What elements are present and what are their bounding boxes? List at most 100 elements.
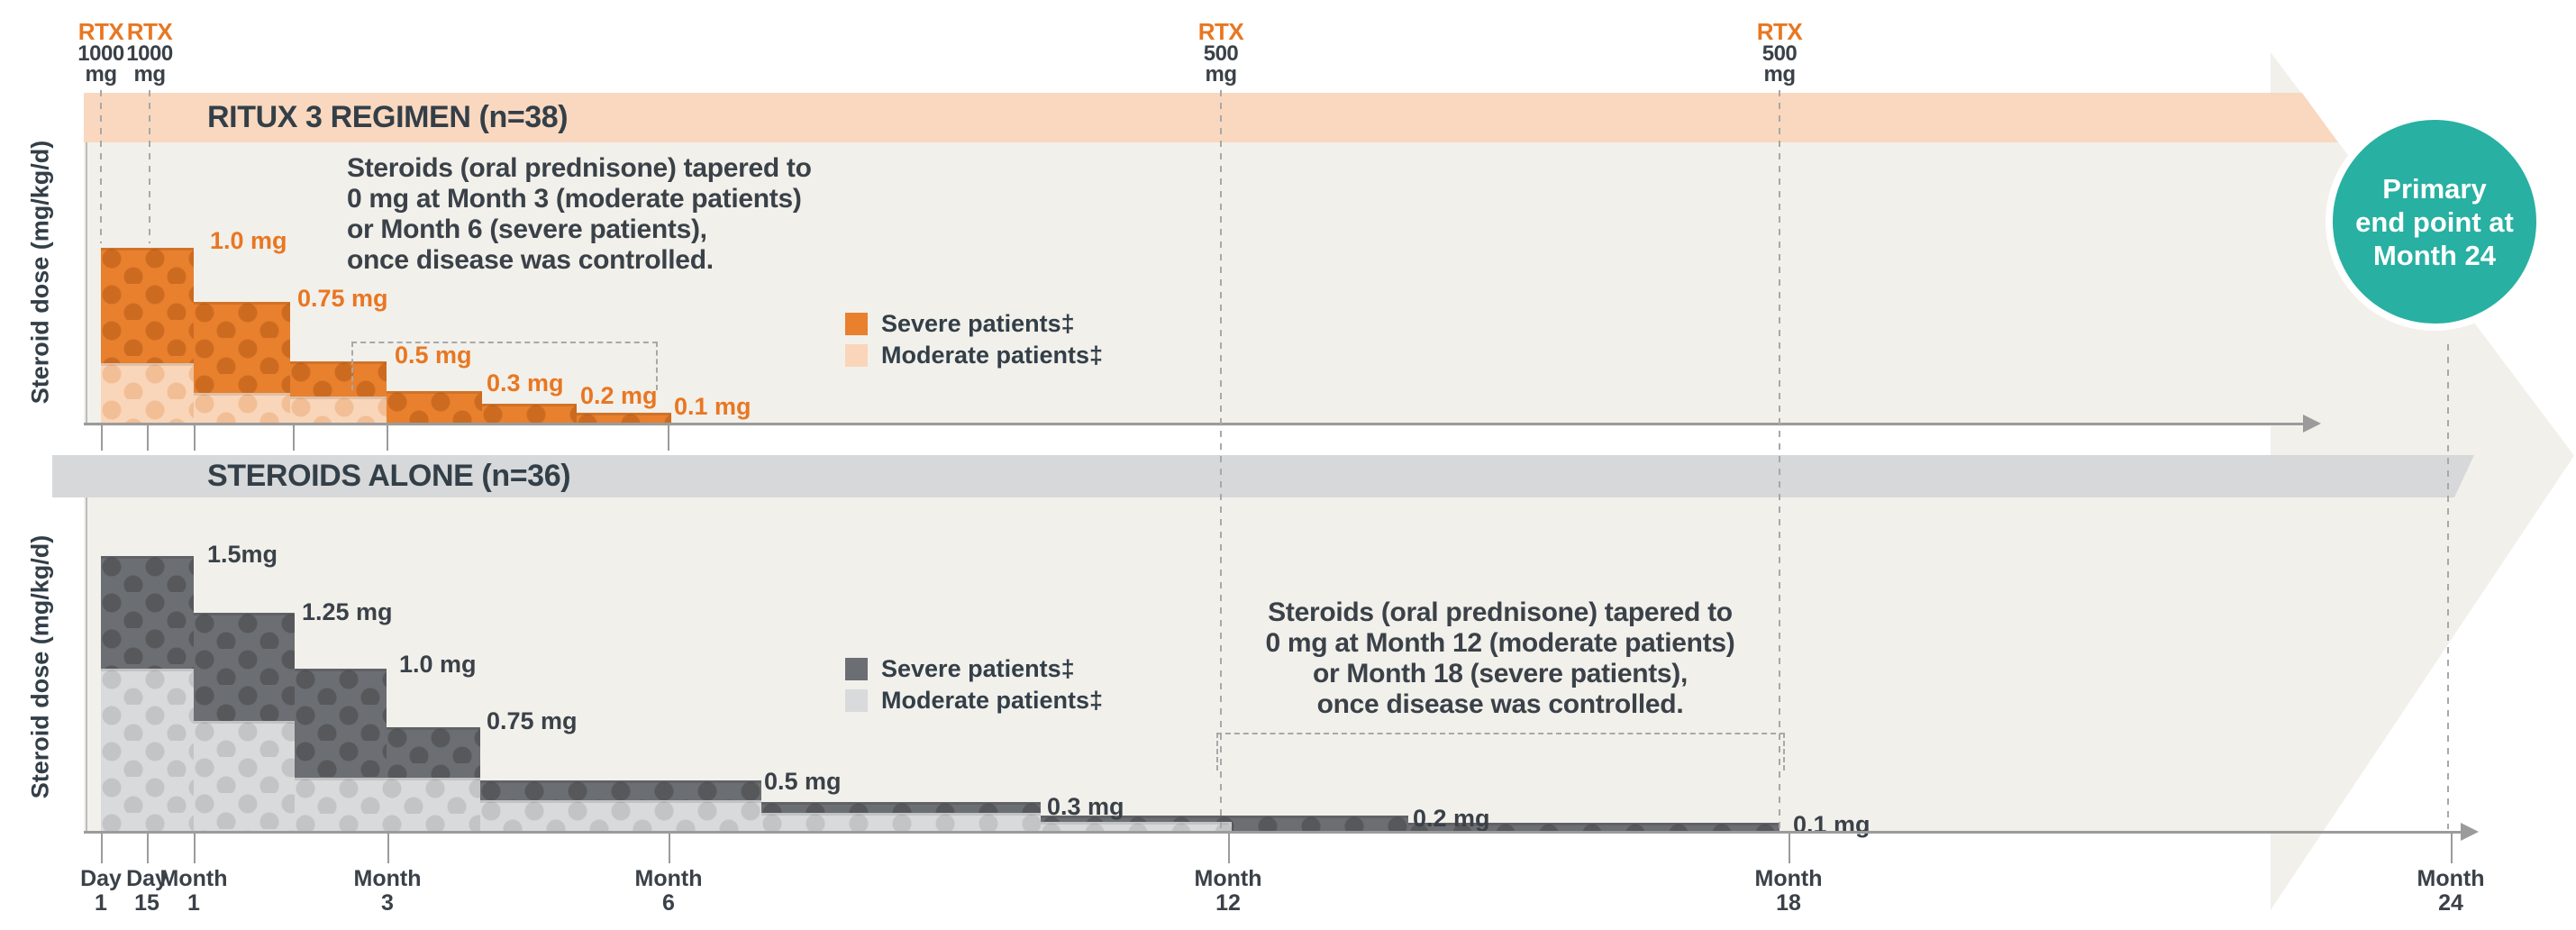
dose-step-severe <box>577 413 671 424</box>
dose-step-moderate <box>101 363 194 424</box>
legend-item-moderate-top: Moderate patients‡ <box>845 342 1103 369</box>
dose-label: 0.75 mg <box>297 285 388 312</box>
endpoint-line: Primary <box>2382 172 2487 205</box>
legend-label: Moderate patients‡ <box>881 342 1104 369</box>
dose-label: 0.1 mg <box>1793 811 1871 838</box>
legend-item-moderate-bottom: Moderate patients‡ <box>845 687 1103 715</box>
taper-note-ritux: Steroids (oral prednisone) tapered to 0 … <box>347 153 812 276</box>
timeline-label: Day 1 <box>80 866 122 916</box>
axis-tick <box>1789 834 1790 863</box>
dose-step-moderate <box>761 813 1041 832</box>
x-axis-arrowhead-icon <box>2461 823 2479 841</box>
x-axis <box>84 831 2464 834</box>
x-axis <box>84 423 2307 425</box>
legend-item-severe-top: Severe patients‡ <box>845 310 1075 338</box>
timeline-label: Month 6 <box>634 866 703 916</box>
legend-label: Severe patients‡ <box>881 655 1075 682</box>
axis-tick <box>668 425 669 451</box>
ritux-panel-background <box>84 93 2271 426</box>
dose-step-moderate <box>194 721 295 832</box>
endpoint-line: end point at <box>2355 205 2514 238</box>
rtx-infusion-dashline <box>1220 90 1222 829</box>
taper-note-line: 0 mg at Month 12 (moderate patients) <box>1265 628 1735 658</box>
axis-tick <box>101 425 103 451</box>
rtx-infusion-marker: RTX 1000 mg <box>126 18 173 87</box>
legend-swatch-severe-icon <box>845 313 868 335</box>
dose-label: 1.0 mg <box>399 651 477 678</box>
dose-step-moderate <box>101 669 194 832</box>
dose-step-moderate <box>480 800 761 832</box>
rtx-infusion-marker: RTX 1000 mg <box>77 18 124 87</box>
y-axis-line-top <box>86 142 87 424</box>
taper-note-line: once disease was controlled. <box>1316 689 1684 719</box>
legend-swatch-moderate-icon <box>845 689 868 712</box>
taper-note-line: or Month 6 (severe patients), <box>347 214 707 244</box>
dose-label: 0.5 mg <box>395 342 472 369</box>
dose-label: 0.1 mg <box>674 393 751 420</box>
timeline-label: Month 24 <box>2417 866 2485 916</box>
steroids-group-title: STEROIDS ALONE (n=36) <box>207 459 571 493</box>
dose-label: 0.3 mg <box>1047 793 1124 820</box>
legend-label: Moderate patients‡ <box>881 687 1104 714</box>
y-axis-title-bottom: Steroid dose (mg/kg/d) <box>26 534 54 799</box>
timeline-label: Month 18 <box>1754 866 1823 916</box>
dose-label: 1.5mg <box>207 541 278 568</box>
taper-note-line: Steroids (oral prednisone) tapered to <box>347 153 812 183</box>
dose-step-moderate <box>1041 822 1232 832</box>
rtx-infusion-marker: RTX 500 mg <box>1197 18 1244 87</box>
dose-label: 1.0 mg <box>210 227 287 254</box>
axis-tick <box>194 834 196 863</box>
y-axis-line-bottom <box>86 497 87 832</box>
axis-tick <box>147 834 149 863</box>
taper-window-bracket-bottom <box>1216 733 1785 770</box>
primary-endpoint-badge: Primary end point at Month 24 <box>2326 113 2544 331</box>
y-axis-title-top: Steroid dose (mg/kg/d) <box>26 140 54 405</box>
axis-tick <box>387 834 389 863</box>
dose-label: 1.25 mg <box>302 598 393 625</box>
steroids-header-band: STEROIDS ALONE (n=36) <box>52 455 2474 497</box>
month24-dashline <box>2447 344 2449 829</box>
dose-label: 0.2 mg <box>580 382 658 409</box>
rtx-infusion-dashline <box>100 90 102 243</box>
dose-step-moderate <box>290 397 387 424</box>
endpoint-line: Month 24 <box>2372 239 2497 271</box>
axis-tick <box>387 425 388 451</box>
dose-step-moderate <box>295 778 480 832</box>
dose-label: 0.5 mg <box>764 768 842 795</box>
timeline-label: Month 1 <box>159 866 228 916</box>
taper-note-line: or Month 18 (severe patients), <box>1312 659 1689 688</box>
axis-tick <box>669 834 670 863</box>
axis-tick <box>1228 834 1230 863</box>
timeline-label: Month 12 <box>1194 866 1262 916</box>
dose-step-severe <box>1408 823 1780 832</box>
dose-step-moderate <box>194 393 290 424</box>
taper-note-line: once disease was controlled. <box>347 245 714 275</box>
axis-tick <box>147 425 149 451</box>
legend-label: Severe patients‡ <box>881 310 1075 337</box>
legend-swatch-severe-icon <box>845 658 868 680</box>
ritux-header-band: RITUX 3 REGIMEN (n=38) <box>84 93 2338 142</box>
dose-step-severe <box>387 391 482 424</box>
legend-item-severe-bottom: Severe patients‡ <box>845 655 1075 683</box>
rtx-infusion-dashline <box>1779 90 1780 829</box>
taper-note-line: 0 mg at Month 3 (moderate patients) <box>347 184 802 214</box>
x-axis-arrowhead-icon <box>2303 415 2321 433</box>
dose-label: 0.2 mg <box>1413 805 1490 832</box>
timeline-label: Month 3 <box>353 866 422 916</box>
ritux-group-title: RITUX 3 REGIMEN (n=38) <box>207 100 569 134</box>
taper-note-line: Steroids (oral prednisone) tapered to <box>1268 597 1733 627</box>
legend-swatch-moderate-icon <box>845 344 868 367</box>
dose-step-severe <box>482 404 577 424</box>
dose-label: 0.75 mg <box>487 707 578 734</box>
axis-tick <box>194 425 196 451</box>
axis-tick <box>2451 834 2453 863</box>
rtx-infusion-marker: RTX 500 mg <box>1756 18 1803 87</box>
dose-label: 0.3 mg <box>487 369 564 397</box>
axis-tick <box>101 834 103 863</box>
axis-tick <box>293 425 295 451</box>
timeline-label: Day 15 <box>126 866 168 916</box>
taper-window-bracket-top <box>351 342 658 390</box>
taper-note-steroids: Steroids (oral prednisone) tapered to 0 … <box>1158 597 1843 720</box>
rtx-infusion-dashline <box>149 90 150 243</box>
